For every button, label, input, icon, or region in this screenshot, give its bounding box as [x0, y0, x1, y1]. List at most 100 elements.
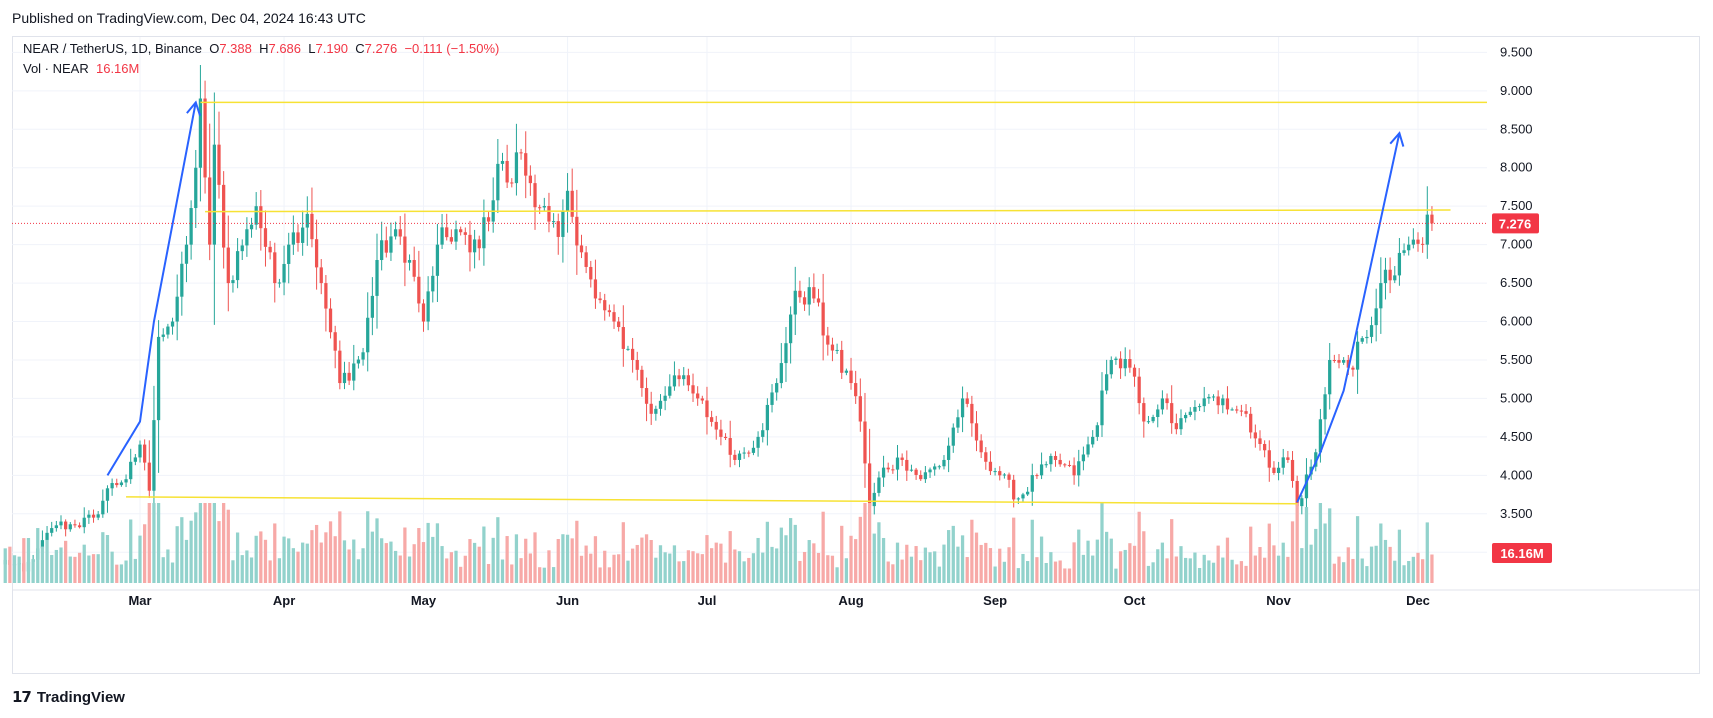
volume-bar: [974, 532, 979, 583]
volume-bar: [147, 503, 151, 583]
volume-bar: [663, 552, 667, 583]
volume-bar: [1402, 565, 1406, 583]
volume-bar: [644, 534, 649, 583]
volume-bar: [1300, 548, 1304, 583]
volume-bar: [259, 531, 263, 583]
volume-bar: [8, 546, 12, 583]
symbol-label[interactable]: NEAR / TetherUS, 1D, Binance: [23, 41, 202, 56]
candle-body: [291, 232, 295, 245]
volume-bar: [1007, 547, 1011, 583]
volume-bar: [1188, 558, 1192, 583]
candle-body: [254, 206, 258, 225]
candle-body: [101, 500, 105, 515]
volume-bar: [426, 522, 430, 583]
volume-bar: [59, 547, 63, 583]
volume-bar: [352, 539, 356, 583]
candle-body: [133, 457, 137, 462]
volume-bar: [217, 521, 221, 583]
candle-body: [1077, 461, 1081, 476]
volume-bar: [170, 562, 175, 583]
volume-bar: [156, 503, 161, 583]
candle-body: [802, 297, 807, 305]
candle-body: [686, 375, 691, 386]
candle-body: [1118, 358, 1123, 369]
volume-label[interactable]: Vol · NEAR: [23, 61, 89, 76]
volume-bar: [1207, 560, 1211, 583]
volume-bar: [1346, 547, 1350, 583]
candle-body: [1286, 457, 1290, 460]
candle-body: [426, 291, 430, 322]
volume-bar: [403, 527, 407, 583]
candle-body: [858, 396, 862, 422]
candle-body: [1421, 243, 1425, 245]
volume-bar: [793, 524, 797, 583]
candle-body: [1197, 406, 1202, 408]
volume-bar: [640, 537, 644, 583]
candle-body: [1091, 436, 1095, 445]
volume-bar: [1021, 553, 1025, 583]
chart-frame[interactable]: [12, 36, 1700, 674]
candle-body: [119, 482, 124, 486]
candle-body: [1058, 459, 1062, 465]
candle-body: [1263, 444, 1267, 451]
candle-body: [742, 452, 746, 454]
tradingview-logo[interactable]: 𝟭𝟳 TradingView: [12, 688, 125, 707]
candle-body: [617, 321, 621, 328]
volume-bar: [1281, 542, 1285, 583]
y-tick-label: 5.500: [1500, 352, 1533, 367]
volume-bar: [101, 532, 105, 583]
candle-body: [1026, 491, 1030, 495]
candle-body: [519, 152, 523, 154]
candle-body: [714, 421, 718, 430]
candle-body: [310, 213, 314, 240]
volume-bar: [361, 548, 365, 583]
volume-bar: [287, 538, 291, 583]
volume-bar: [1309, 544, 1313, 583]
volume-bar: [728, 531, 732, 583]
volume-bar: [505, 536, 509, 583]
candle-body: [575, 216, 579, 246]
volume-bar: [324, 532, 328, 583]
volume-bar: [282, 536, 286, 583]
volume-bar: [73, 556, 77, 583]
volume-bar: [1216, 545, 1220, 583]
volume-bar: [1160, 542, 1165, 583]
volume-bar: [998, 548, 1002, 583]
volume-bar: [933, 551, 937, 583]
x-tick-label: Mar: [128, 593, 151, 608]
volume-bar: [68, 556, 72, 583]
candle-body: [830, 344, 835, 351]
volume-bar: [301, 542, 305, 583]
volume-bar: [161, 557, 165, 583]
candle-body: [705, 400, 709, 418]
candle-body: [54, 525, 58, 529]
volume-bar: [1095, 539, 1099, 583]
candle-body: [1253, 432, 1257, 439]
candle-body: [1044, 464, 1048, 466]
volume-bar: [579, 555, 584, 583]
volume-bar: [1012, 517, 1016, 583]
volume-bar: [1397, 529, 1402, 583]
candle-body: [1267, 450, 1271, 468]
volume-bar: [672, 545, 677, 583]
volume-bar: [1081, 554, 1086, 583]
volume-bar: [914, 546, 918, 583]
volume-bar: [1355, 516, 1360, 583]
volume-bar: [1249, 526, 1253, 583]
candle-body: [1035, 475, 1039, 477]
candle-body: [333, 332, 337, 351]
candle-body: [184, 244, 189, 264]
candle-body: [217, 144, 221, 185]
volume-bar: [500, 559, 505, 583]
volume-bar: [603, 550, 607, 583]
volume-bar: [919, 560, 923, 583]
volume-bar: [1374, 545, 1378, 583]
candle-body: [1272, 467, 1276, 473]
candle-body: [1397, 252, 1402, 276]
volume-bar: [649, 539, 653, 583]
candle-body: [1193, 406, 1197, 412]
candle-body: [565, 190, 570, 212]
candle-body: [1067, 464, 1072, 466]
volume-bar: [593, 536, 598, 583]
